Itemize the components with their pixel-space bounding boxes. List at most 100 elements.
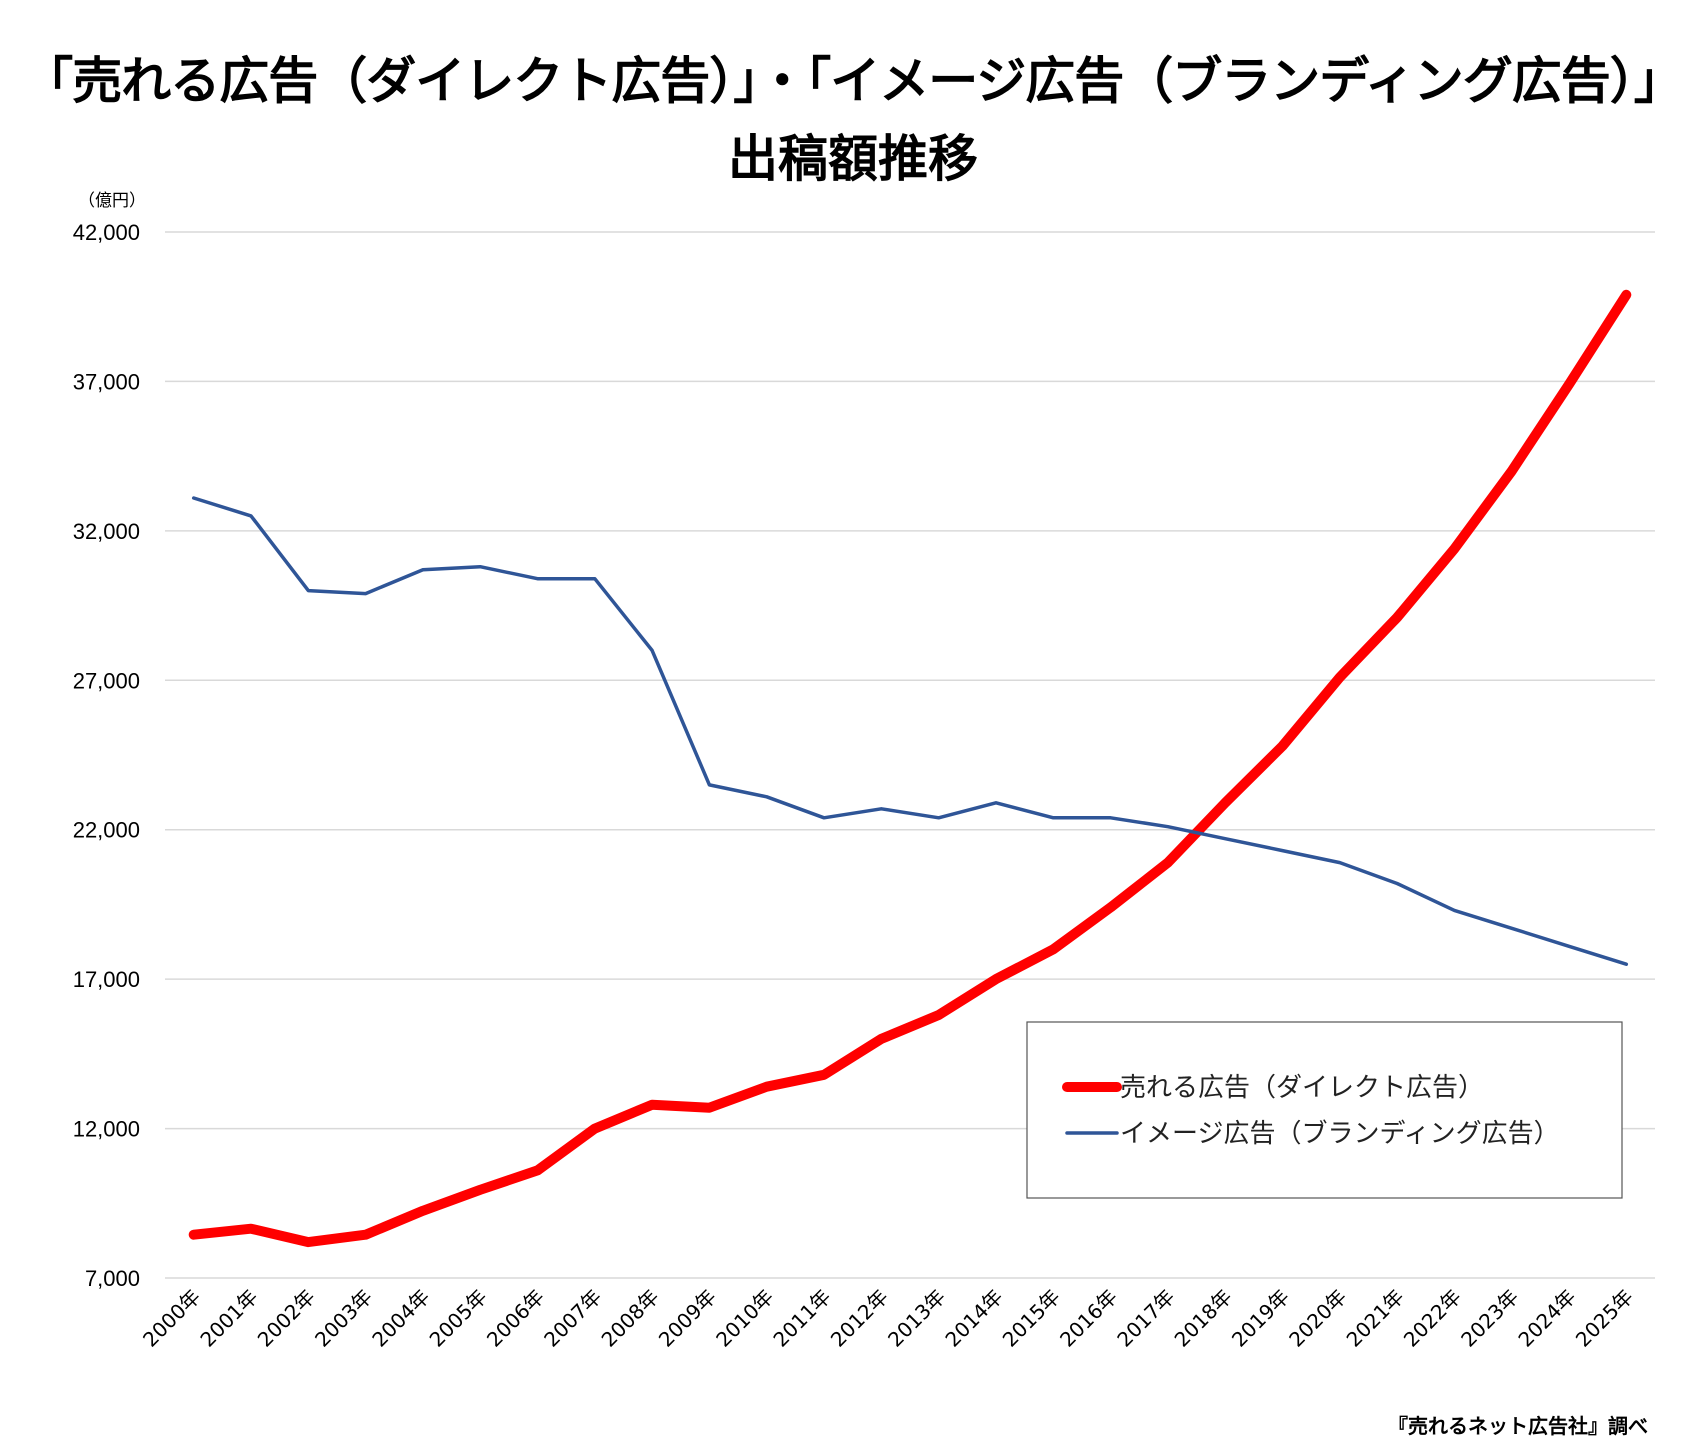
data-point: [880, 808, 882, 810]
y-tick-label: 17,000: [73, 967, 140, 992]
y-unit-label: （億円）: [78, 191, 146, 211]
x-tick-label: 2006年: [482, 1285, 549, 1352]
data-point: [479, 1189, 481, 1191]
data-point: [422, 1210, 424, 1212]
data-point: [1167, 862, 1169, 864]
data-point: [1224, 802, 1226, 804]
data-point: [365, 593, 367, 595]
x-tick-label: 2010年: [711, 1285, 778, 1352]
data-point: [1110, 817, 1112, 819]
x-tick-label: 2016年: [1055, 1285, 1122, 1352]
data-point: [1167, 826, 1169, 828]
y-tick-label: 12,000: [73, 1117, 140, 1142]
x-tick-label: 2011年: [768, 1285, 835, 1352]
data-point: [651, 1104, 653, 1106]
data-point: [193, 1234, 195, 1236]
data-point: [766, 796, 768, 798]
data-point: [365, 1234, 367, 1236]
legend-box: [1026, 1021, 1623, 1199]
data-point: [1110, 906, 1112, 908]
data-point: [537, 578, 539, 580]
data-point: [766, 1086, 768, 1088]
x-tick-label: 2024年: [1513, 1285, 1580, 1352]
data-point: [1339, 676, 1341, 678]
y-tick-label: 22,000: [73, 818, 140, 843]
x-tick-label: 2002年: [253, 1285, 320, 1352]
x-tick-label: 2000年: [138, 1285, 205, 1352]
y-tick-label: 27,000: [73, 668, 140, 693]
data-point: [193, 497, 195, 499]
data-point: [1396, 883, 1398, 885]
chart-title-line1: 「売れる広告（ダイレクト広告）」・「イメージ広告（ブランディング広告）」: [23, 52, 1684, 110]
x-tick-label: 2025年: [1571, 1285, 1638, 1352]
series-line-1: [188, 289, 1632, 1248]
x-tick-label: 2008年: [597, 1285, 664, 1352]
series-line-2: [191, 496, 1629, 966]
x-tick-label: 2004年: [367, 1285, 434, 1352]
data-point: [651, 649, 653, 651]
x-tick-label: 2019年: [1227, 1285, 1294, 1352]
data-point: [1453, 548, 1455, 550]
data-point: [1282, 745, 1284, 747]
data-point: [479, 566, 481, 568]
data-point: [1396, 617, 1398, 619]
legend: 売れる広告（ダイレクト広告） イメージ広告（ブランディング広告）: [1026, 1021, 1623, 1199]
x-tick-label: 2001年: [195, 1285, 262, 1352]
x-tick-label: 2017年: [1112, 1285, 1179, 1352]
legend-label: イメージ広告（ブランディング広告）: [1120, 1119, 1560, 1149]
data-point: [537, 1169, 539, 1171]
data-point: [995, 802, 997, 804]
legend-label: 売れる広告（ダイレクト広告）: [1120, 1073, 1484, 1103]
x-tick-label: 2020年: [1284, 1285, 1351, 1352]
source-note: 『売れるネット広告社』調べ: [1388, 1414, 1648, 1438]
data-point: [880, 1038, 882, 1040]
data-point: [708, 784, 710, 786]
y-tick-label: 32,000: [73, 519, 140, 544]
x-axis: 2000年2001年2002年2003年2004年2005年2006年2007年…: [138, 1285, 1638, 1352]
y-axis: 7,000 12,000 17,000 22,000 27,000 32,000 37,00…: [73, 191, 146, 1291]
data-point: [307, 590, 309, 592]
series-lines: [188, 289, 1632, 1248]
data-point: [938, 1014, 940, 1016]
x-tick-label: 2021年: [1342, 1285, 1409, 1352]
x-tick-label: 2023年: [1456, 1285, 1523, 1352]
x-tick-label: 2022年: [1399, 1285, 1466, 1352]
gridlines: [165, 231, 1655, 1279]
x-tick-label: 2007年: [539, 1285, 606, 1352]
data-point: [1568, 383, 1570, 385]
y-tick-label: 37,000: [73, 369, 140, 394]
data-point: [1511, 927, 1513, 929]
data-point: [1339, 862, 1341, 864]
data-point: [823, 1074, 825, 1076]
x-tick-label: 2005年: [425, 1285, 492, 1352]
data-point: [1224, 838, 1226, 840]
x-tick-label: 2015年: [998, 1285, 1065, 1352]
data-point: [422, 569, 424, 571]
data-point: [1568, 945, 1570, 947]
y-tick-label: 42,000: [73, 220, 140, 245]
x-tick-label: 2013年: [883, 1285, 950, 1352]
data-point: [307, 1241, 309, 1243]
data-point: [823, 817, 825, 819]
data-point: [250, 515, 252, 517]
data-point: [708, 1107, 710, 1109]
data-point: [1052, 948, 1054, 950]
x-tick-label: 2014年: [940, 1285, 1007, 1352]
data-point: [594, 1128, 596, 1130]
x-tick-label: 2009年: [654, 1285, 721, 1352]
data-point: [1625, 294, 1627, 296]
y-tick-label: 7,000: [85, 1266, 140, 1291]
data-point: [995, 978, 997, 980]
x-tick-label: 2012年: [826, 1285, 893, 1352]
x-tick-label: 2003年: [310, 1285, 377, 1352]
data-point: [1625, 963, 1627, 965]
data-point: [1282, 850, 1284, 852]
data-point: [1453, 909, 1455, 911]
chart-title-line2: 出稿額推移: [728, 130, 978, 188]
data-point: [938, 817, 940, 819]
x-tick-label: 2018年: [1170, 1285, 1237, 1352]
data-point: [1052, 817, 1054, 819]
data-point: [250, 1228, 252, 1230]
data-point: [1511, 470, 1513, 472]
